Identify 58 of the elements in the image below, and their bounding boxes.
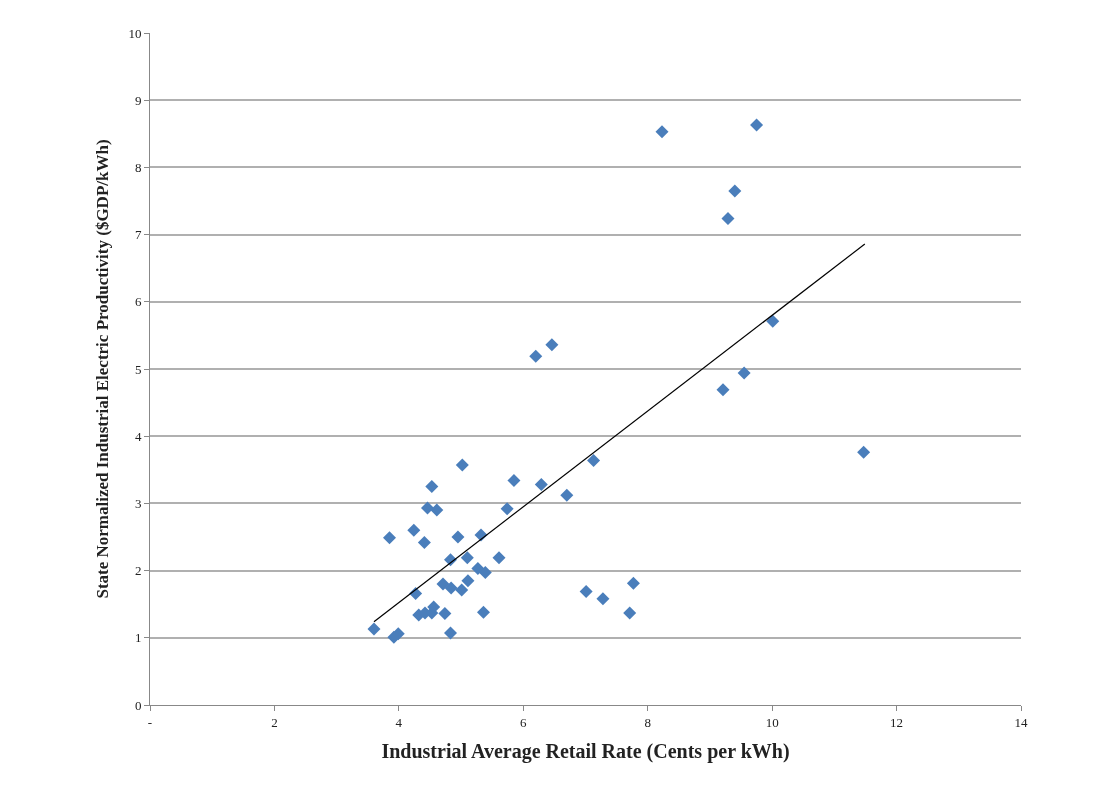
point [420,501,434,515]
point [545,338,559,352]
point [461,574,475,588]
point [367,622,381,636]
point [728,184,742,198]
point [737,366,751,380]
x-axis-title: Industrial Average Retail Rate (Cents per kWh) [381,740,790,764]
y-tick-label: 0 [134,697,142,713]
x-tick-label: 6 [520,714,528,730]
point [587,453,601,467]
point [430,503,444,517]
point [750,118,764,132]
y-tick-label: 4 [134,428,142,444]
y-tick-label: 2 [134,563,142,579]
point [492,551,506,565]
point [438,607,452,621]
point [451,530,465,544]
point [507,474,521,488]
point [560,488,574,502]
point [534,478,548,492]
y-tick-label: 5 [134,361,142,377]
x-tick-label: 14 [1014,714,1028,730]
point [471,562,485,576]
point [766,314,780,328]
x-tick-label: 4 [395,714,403,730]
point [407,523,421,537]
point [425,480,439,494]
point [626,576,640,590]
point [716,383,730,397]
x-tick-label: - [147,714,153,730]
point [500,502,514,516]
point [455,583,469,597]
point [478,566,492,580]
y-tick-label: 7 [134,227,142,243]
point [857,445,871,459]
point [460,551,474,565]
y-tick-label: 10 [128,25,142,41]
y-tick-label: 9 [134,92,142,108]
point [655,125,669,139]
x-tick-label: 12 [890,714,904,730]
point [455,458,469,472]
y-tick-label: 3 [134,495,142,511]
y-tick-label: 8 [134,159,142,175]
point [417,535,431,549]
point [476,605,490,619]
y-tick-label: 1 [134,630,142,646]
point [529,349,543,363]
point [596,592,610,606]
point [383,531,397,545]
point [721,211,735,225]
y-tick-label: 6 [134,294,142,310]
y-axis-title: State Normalized Industrial Electric Productivity ($GDP/kWh) [92,139,112,599]
point [623,606,637,620]
x-tick-label: 8 [644,714,651,730]
x-tick-label: 2 [271,714,278,730]
x-tick-label: 10 [765,714,779,730]
point [579,584,593,598]
point [444,626,457,640]
